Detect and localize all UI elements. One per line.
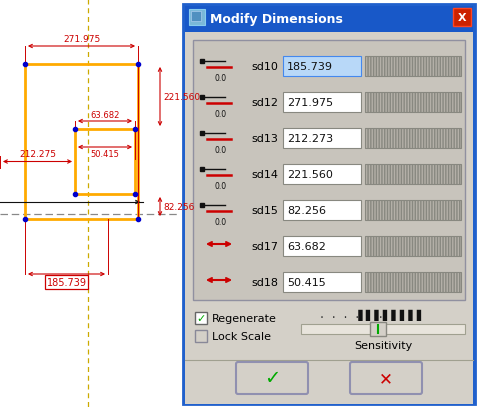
Bar [283, 93, 361, 113]
Text: sd10: sd10 [251, 62, 278, 72]
Bar [365, 164, 461, 184]
Text: ▐▐▐▐▐▐▐▐: ▐▐▐▐▐▐▐▐ [354, 309, 422, 320]
Bar [191, 12, 201, 22]
Bar [185, 7, 473, 33]
Bar [195, 312, 207, 324]
Bar [195, 330, 207, 342]
Bar [185, 33, 473, 404]
FancyBboxPatch shape [236, 362, 308, 394]
Bar [283, 164, 361, 184]
Bar [193, 41, 465, 300]
Bar [365, 93, 461, 113]
Bar [189, 10, 205, 26]
Bar [283, 272, 361, 292]
Text: X: X [458, 13, 467, 23]
Bar [183, 5, 475, 404]
Text: sd13: sd13 [251, 134, 278, 144]
Bar [283, 200, 361, 220]
Text: sd15: sd15 [251, 205, 278, 216]
Bar [370, 322, 386, 336]
Text: Lock Scale: Lock Scale [212, 331, 271, 341]
Text: 271.975: 271.975 [287, 98, 333, 108]
FancyBboxPatch shape [350, 362, 422, 394]
Text: 63.682: 63.682 [287, 241, 326, 252]
Bar [283, 57, 361, 77]
Text: . . . . . .: . . . . . . [319, 309, 384, 319]
Text: 0.0: 0.0 [215, 218, 227, 227]
Text: 212.273: 212.273 [287, 134, 333, 144]
Text: 185.739: 185.739 [287, 62, 333, 72]
Text: 0.0: 0.0 [215, 182, 227, 191]
Text: sd17: sd17 [251, 241, 278, 252]
Bar [283, 236, 361, 256]
Bar [283, 129, 361, 148]
Bar [453, 9, 471, 27]
Bar [365, 129, 461, 148]
Bar [0, 0, 180, 409]
Bar [365, 236, 461, 256]
Text: 50.415: 50.415 [90, 150, 120, 159]
Text: 221.560: 221.560 [287, 170, 333, 180]
Text: sd18: sd18 [251, 277, 278, 287]
Text: 271.975: 271.975 [63, 35, 100, 44]
Text: ✓: ✓ [264, 369, 280, 388]
Text: Regenerate: Regenerate [212, 313, 277, 323]
Text: Sensitivity: Sensitivity [354, 340, 412, 350]
Text: 221.560: 221.560 [163, 93, 200, 102]
Text: 82.256: 82.256 [163, 202, 195, 211]
Bar [365, 272, 461, 292]
Text: sd14: sd14 [251, 170, 278, 180]
Bar [25, 65, 138, 220]
Text: 63.682: 63.682 [90, 111, 120, 120]
Bar [365, 57, 461, 77]
Text: 0.0: 0.0 [215, 74, 227, 83]
Text: 212.275: 212.275 [19, 150, 56, 159]
Bar [301, 324, 465, 334]
Text: 0.0: 0.0 [215, 146, 227, 155]
Text: 0.0: 0.0 [215, 110, 227, 119]
Text: ✓: ✓ [196, 313, 206, 323]
Text: sd12: sd12 [251, 98, 278, 108]
Text: Modify Dimensions: Modify Dimensions [210, 13, 343, 27]
Text: 50.415: 50.415 [287, 277, 326, 287]
Text: ✕: ✕ [379, 369, 393, 387]
Text: 185.739: 185.739 [46, 277, 87, 287]
Text: 82.256: 82.256 [287, 205, 326, 216]
Bar [75, 130, 135, 195]
Bar [365, 200, 461, 220]
